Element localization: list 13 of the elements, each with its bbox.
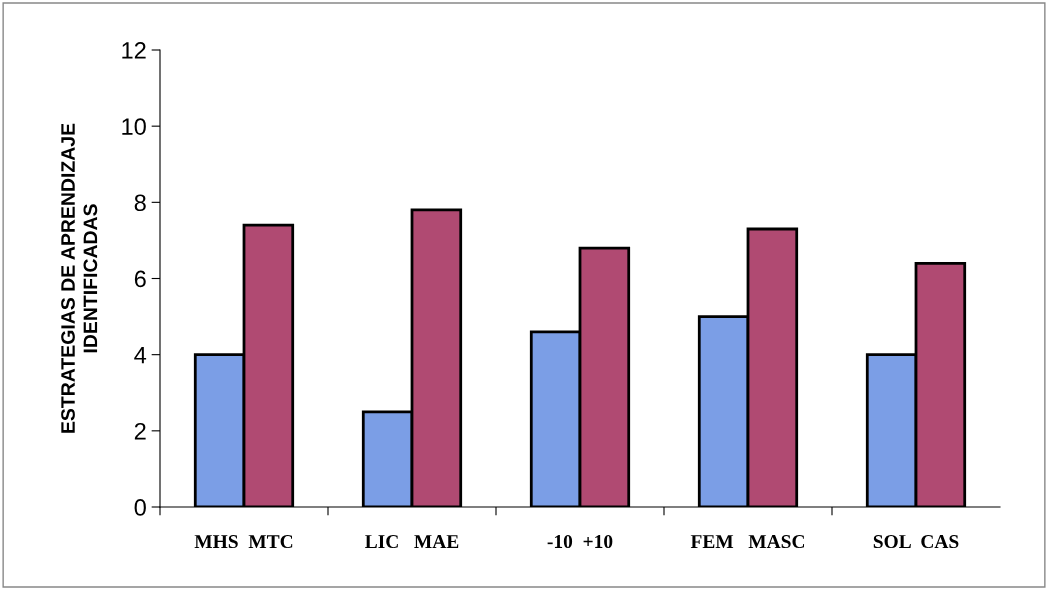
x-tick-label: MHS MTC [194,535,293,549]
x-tick-label: SOL CAS [873,535,959,549]
y-tick-label: 4 [134,346,147,364]
y-tick-label: 10 [122,118,146,135]
x-tick-label: FEM MASC [690,535,805,549]
y-axis-title: ESTRATEGIAS DE APRENDIZAJE IDENTIFICADAS [61,123,98,433]
y-tick-label: 0 [134,499,146,516]
y-tick-label: 6 [134,270,146,288]
y-tick-label: 12 [122,42,146,59]
x-tick-label: LIC MAE [365,535,459,549]
x-tick-label: -10 +10 [547,534,613,549]
y-tick-label: 2 [134,422,146,440]
y-tick-label: 8 [134,194,146,212]
